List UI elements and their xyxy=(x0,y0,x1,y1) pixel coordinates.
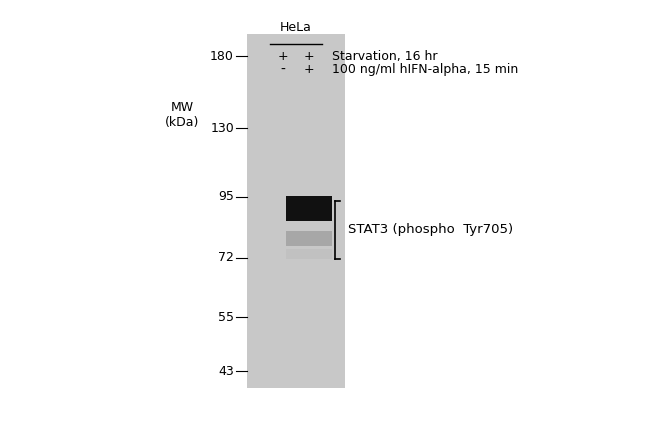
Text: +: + xyxy=(278,51,288,63)
Text: +: + xyxy=(304,63,314,76)
Text: 180: 180 xyxy=(210,50,234,63)
Text: MW
(kDa): MW (kDa) xyxy=(165,101,199,129)
Text: 55: 55 xyxy=(218,311,234,324)
Text: 130: 130 xyxy=(210,122,234,135)
FancyBboxPatch shape xyxy=(286,196,332,221)
FancyBboxPatch shape xyxy=(286,249,332,259)
Text: -: - xyxy=(280,62,285,77)
Text: STAT3 (phospho  Tyr705): STAT3 (phospho Tyr705) xyxy=(348,224,513,236)
FancyBboxPatch shape xyxy=(286,231,332,246)
Text: 100 ng/ml hIFN-alpha, 15 min: 100 ng/ml hIFN-alpha, 15 min xyxy=(332,63,518,76)
Text: 95: 95 xyxy=(218,190,234,203)
Text: Starvation, 16 hr: Starvation, 16 hr xyxy=(332,51,437,63)
Text: +: + xyxy=(304,51,314,63)
Text: 72: 72 xyxy=(218,252,234,265)
Text: HeLa: HeLa xyxy=(280,21,312,34)
Text: 43: 43 xyxy=(218,365,234,378)
FancyBboxPatch shape xyxy=(247,34,344,388)
